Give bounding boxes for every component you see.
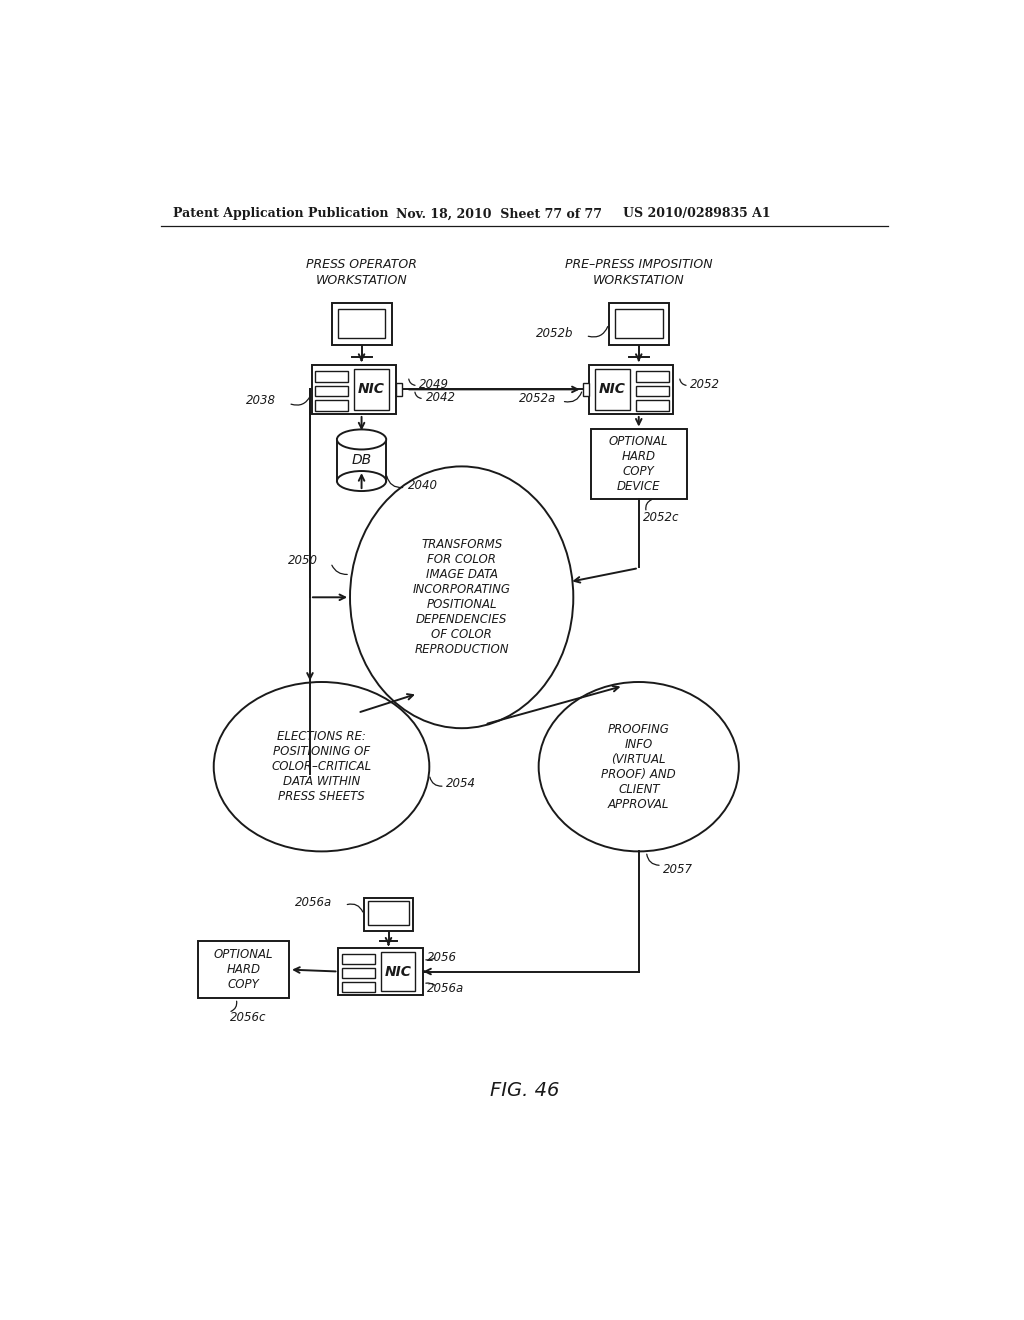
Text: 2054: 2054	[446, 777, 476, 791]
Bar	[614, 309, 663, 338]
Bar	[354, 368, 388, 411]
Text: 2052: 2052	[690, 378, 720, 391]
Bar	[369, 902, 409, 925]
Bar	[589, 364, 674, 414]
Text: Patent Application Publication: Patent Application Publication	[173, 207, 388, 220]
Bar	[342, 968, 375, 978]
Text: 2052c: 2052c	[643, 511, 679, 524]
Text: PRESS OPERATOR
WORKSTATION: PRESS OPERATOR WORKSTATION	[306, 259, 417, 286]
Text: 2057: 2057	[664, 863, 693, 876]
Ellipse shape	[214, 682, 429, 851]
Text: PRE–PRESS IMPOSITION
WORKSTATION: PRE–PRESS IMPOSITION WORKSTATION	[565, 259, 713, 286]
Bar	[591, 429, 687, 499]
Bar	[364, 898, 413, 932]
Text: NIC: NIC	[357, 383, 385, 396]
Bar	[315, 385, 348, 396]
Ellipse shape	[337, 471, 386, 491]
Bar	[637, 385, 669, 396]
Bar	[311, 364, 396, 414]
Bar	[381, 952, 416, 991]
Text: 2049: 2049	[419, 378, 450, 391]
Bar	[637, 400, 669, 411]
Bar	[583, 383, 589, 396]
Bar	[337, 440, 386, 480]
Bar	[342, 954, 375, 964]
Text: 2056a: 2056a	[427, 982, 464, 995]
Text: US 2010/0289835 A1: US 2010/0289835 A1	[624, 207, 771, 220]
Bar	[338, 309, 385, 338]
Text: TRANSFORMS
FOR COLOR
IMAGE DATA
INCORPORATING
POSITIONAL
DEPENDENCIES
OF COLOR
R: TRANSFORMS FOR COLOR IMAGE DATA INCORPOR…	[413, 539, 511, 656]
Bar	[315, 400, 348, 411]
Text: FIG. 46: FIG. 46	[490, 1081, 559, 1100]
Text: DB: DB	[351, 453, 372, 467]
Bar	[332, 304, 391, 345]
Bar	[396, 383, 402, 396]
Text: 2056c: 2056c	[230, 1011, 266, 1024]
Bar	[608, 304, 669, 345]
Text: 2038: 2038	[246, 393, 276, 407]
Text: Nov. 18, 2010  Sheet 77 of 77: Nov. 18, 2010 Sheet 77 of 77	[396, 207, 602, 220]
Text: 2056: 2056	[427, 952, 457, 964]
Bar	[315, 371, 348, 381]
Text: 2042: 2042	[425, 391, 456, 404]
Text: 2050: 2050	[289, 554, 318, 566]
Bar	[342, 982, 375, 991]
Bar	[637, 371, 669, 381]
Text: 2052b: 2052b	[536, 326, 573, 339]
Ellipse shape	[539, 682, 739, 851]
Ellipse shape	[350, 466, 573, 729]
Text: OPTIONAL
HARD
COPY
DEVICE: OPTIONAL HARD COPY DEVICE	[609, 436, 669, 494]
Text: NIC: NIC	[385, 965, 412, 978]
Text: 2056a: 2056a	[295, 896, 332, 909]
Text: OPTIONAL
HARD
COPY: OPTIONAL HARD COPY	[214, 948, 273, 991]
Text: NIC: NIC	[599, 383, 626, 396]
Ellipse shape	[337, 429, 386, 449]
Text: 2040: 2040	[408, 479, 438, 492]
Bar	[339, 948, 423, 995]
Text: ELECTIONS RE:
POSITIONING OF
COLOR–CRITICAL
DATA WITHIN
PRESS SHEETS: ELECTIONS RE: POSITIONING OF COLOR–CRITI…	[271, 730, 372, 803]
Text: 2052a: 2052a	[519, 392, 557, 405]
Text: PROOFING
INFO
(VIRTUAL
PROOF) AND
CLIENT
APPROVAL: PROOFING INFO (VIRTUAL PROOF) AND CLIENT…	[601, 723, 676, 810]
Bar	[595, 368, 630, 411]
Bar	[199, 941, 289, 998]
